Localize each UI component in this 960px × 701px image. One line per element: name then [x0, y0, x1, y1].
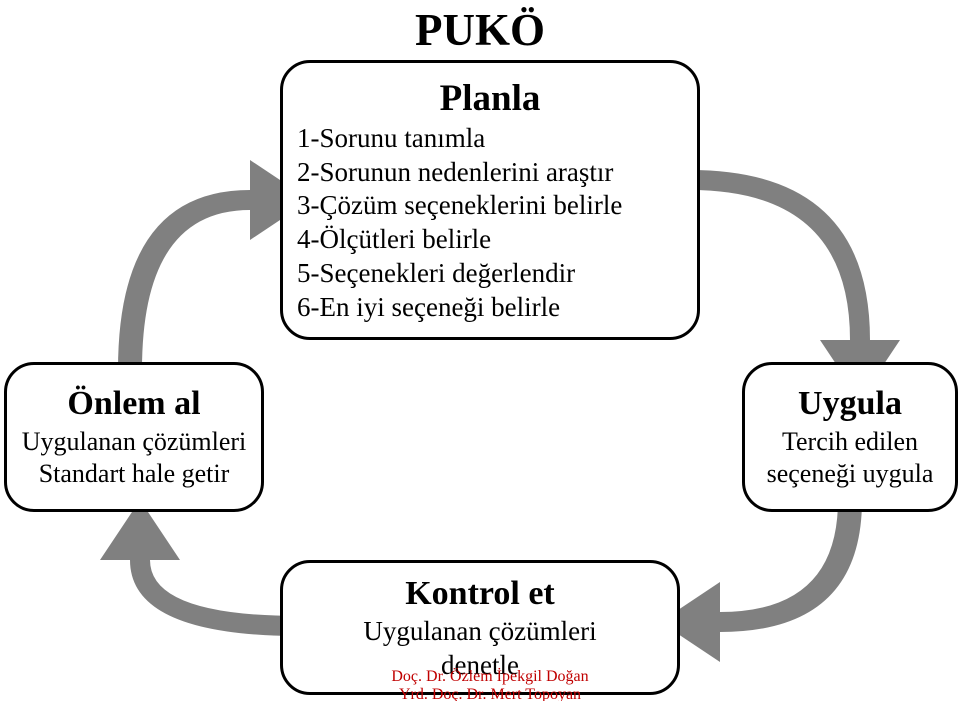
box-check-head: Kontrol et	[405, 573, 555, 616]
box-do-head: Uygula	[798, 383, 902, 426]
footer-line-1: Doç. Dr. Özlem İpekgil Doğan	[360, 668, 620, 686]
check-line-1: Uygulanan çözümleri	[363, 615, 596, 649]
act-line-1: Uygulanan çözümleri	[22, 426, 247, 459]
box-plan: Planla 1-Sorunu tanımla 2-Sorunun nedenl…	[280, 60, 700, 340]
diagram-stage: PUKÖ Planla 1-Sorunu tanımla 2-Sorunun n…	[0, 0, 960, 701]
box-act-head: Önlem al	[67, 383, 200, 426]
plan-line-4: 4-Ölçütleri belirle	[297, 223, 683, 257]
box-plan-head: Planla	[440, 76, 541, 122]
box-do: Uygula Tercih edilen seçeneği uygula	[742, 362, 958, 512]
do-line-2: seçeneği uygula	[767, 458, 934, 491]
act-line-2: Standart hale getir	[22, 458, 247, 491]
plan-line-1: 1-Sorunu tanımla	[297, 122, 683, 156]
plan-line-6: 6-En iyi seçeneği belirle	[297, 291, 683, 325]
footer-credit: Doç. Dr. Özlem İpekgil Doğan Yrd. Doç. D…	[360, 668, 620, 701]
footer-line-2: Yrd. Doç. Dr. Mert Topoyan	[360, 686, 620, 701]
plan-line-2: 2-Sorunun nedenlerini araştır	[297, 156, 683, 190]
do-line-1: Tercih edilen	[767, 426, 934, 459]
plan-line-5: 5-Seçenekleri değerlendir	[297, 257, 683, 291]
box-act: Önlem al Uygulanan çözümleri Standart ha…	[4, 362, 264, 512]
plan-line-3: 3-Çözüm seçeneklerini belirle	[297, 189, 683, 223]
